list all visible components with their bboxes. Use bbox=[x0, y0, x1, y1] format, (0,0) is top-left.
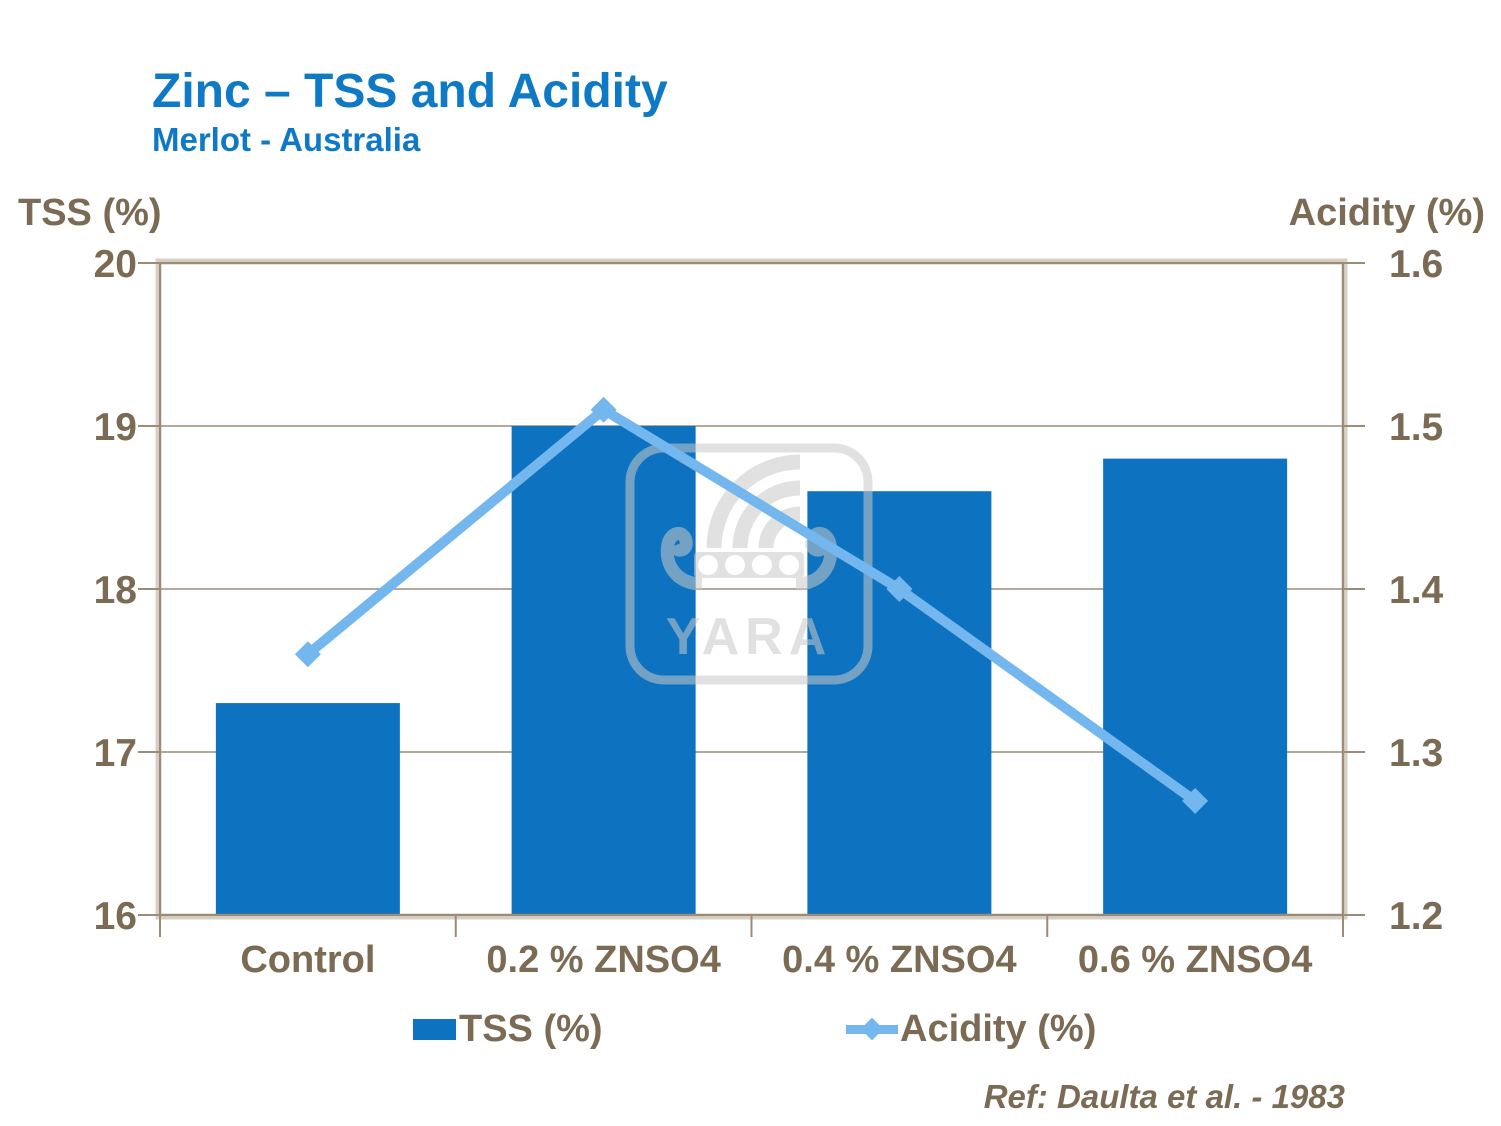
reference-note: Ref: Daulta et al. - 1983 bbox=[983, 1078, 1345, 1115]
category-label-0-4-znso4: 0.4 % ZNSO4 bbox=[782, 939, 1016, 981]
viking-ship-shield-band bbox=[694, 552, 804, 578]
plot-frame-layer bbox=[138, 258, 1365, 937]
bar-0-2-znso4 bbox=[511, 426, 696, 915]
acidity-line bbox=[304, 403, 1199, 805]
left-tick-label: 16 bbox=[94, 895, 137, 938]
right-tick-label: 1.3 bbox=[1389, 732, 1443, 775]
diamond-marker-icon bbox=[860, 1017, 884, 1040]
bar-control bbox=[215, 703, 400, 915]
acidity-marker-control bbox=[294, 641, 321, 668]
right-tick-label: 1.2 bbox=[1389, 895, 1443, 938]
right-tick-label: 1.5 bbox=[1389, 406, 1443, 449]
category-label-0-2-znso4: 0.2 % ZNSO4 bbox=[486, 939, 720, 981]
legend-label-acidity: Acidity (%) bbox=[900, 1007, 1097, 1050]
watermark-text: YARA bbox=[666, 608, 833, 666]
right-tick-label: 1.6 bbox=[1389, 243, 1443, 286]
tss-bar-swatch-icon bbox=[413, 1018, 456, 1040]
viking-ship-shields-icon bbox=[698, 555, 799, 575]
left-axis-title: TSS (%) bbox=[18, 192, 162, 234]
viking-ship-hull-icon bbox=[660, 527, 838, 591]
acidity-line-diamond-swatch-icon bbox=[846, 1017, 898, 1040]
left-tick-label: 19 bbox=[94, 406, 137, 449]
right-axis-title: Acidity (%) bbox=[1288, 192, 1485, 234]
acidity-line-layer bbox=[294, 396, 1209, 814]
tss-bars-layer bbox=[215, 426, 1288, 915]
chart-title: Zinc – TSS and Acidity bbox=[152, 65, 668, 118]
bar-0-6-znso4 bbox=[1103, 458, 1288, 915]
category-label-control: Control bbox=[240, 939, 375, 981]
bar-0-4-znso4 bbox=[807, 491, 992, 915]
left-tick-label: 18 bbox=[94, 569, 137, 612]
watermark-border bbox=[625, 443, 873, 685]
chart-subtitle: Merlot - Australia bbox=[152, 121, 421, 158]
right-tick-label: 1.4 bbox=[1389, 569, 1444, 612]
acidity-marker-0-2-znso4 bbox=[590, 396, 617, 423]
legend-item-tss: TSS (%) bbox=[413, 1008, 603, 1050]
axis-labels-layer: 20 19 18 17 16 1.6 1.5 1.4 1.3 1.2 Control 0.2 % ZN… bbox=[94, 243, 1444, 981]
left-tick-label: 20 bbox=[94, 243, 137, 286]
acidity-marker-0-4-znso4 bbox=[886, 576, 913, 602]
legend-label-tss: TSS (%) bbox=[459, 1007, 603, 1050]
left-tick-label: 17 bbox=[94, 732, 137, 775]
category-label-0-6-znso4: 0.6 % ZNSO4 bbox=[1078, 939, 1312, 981]
legend-item-acidity: Acidity (%) bbox=[846, 1008, 1096, 1050]
acidity-marker-0-6-znso4 bbox=[1182, 787, 1209, 814]
yara-watermark-logo: YARA bbox=[625, 443, 873, 685]
